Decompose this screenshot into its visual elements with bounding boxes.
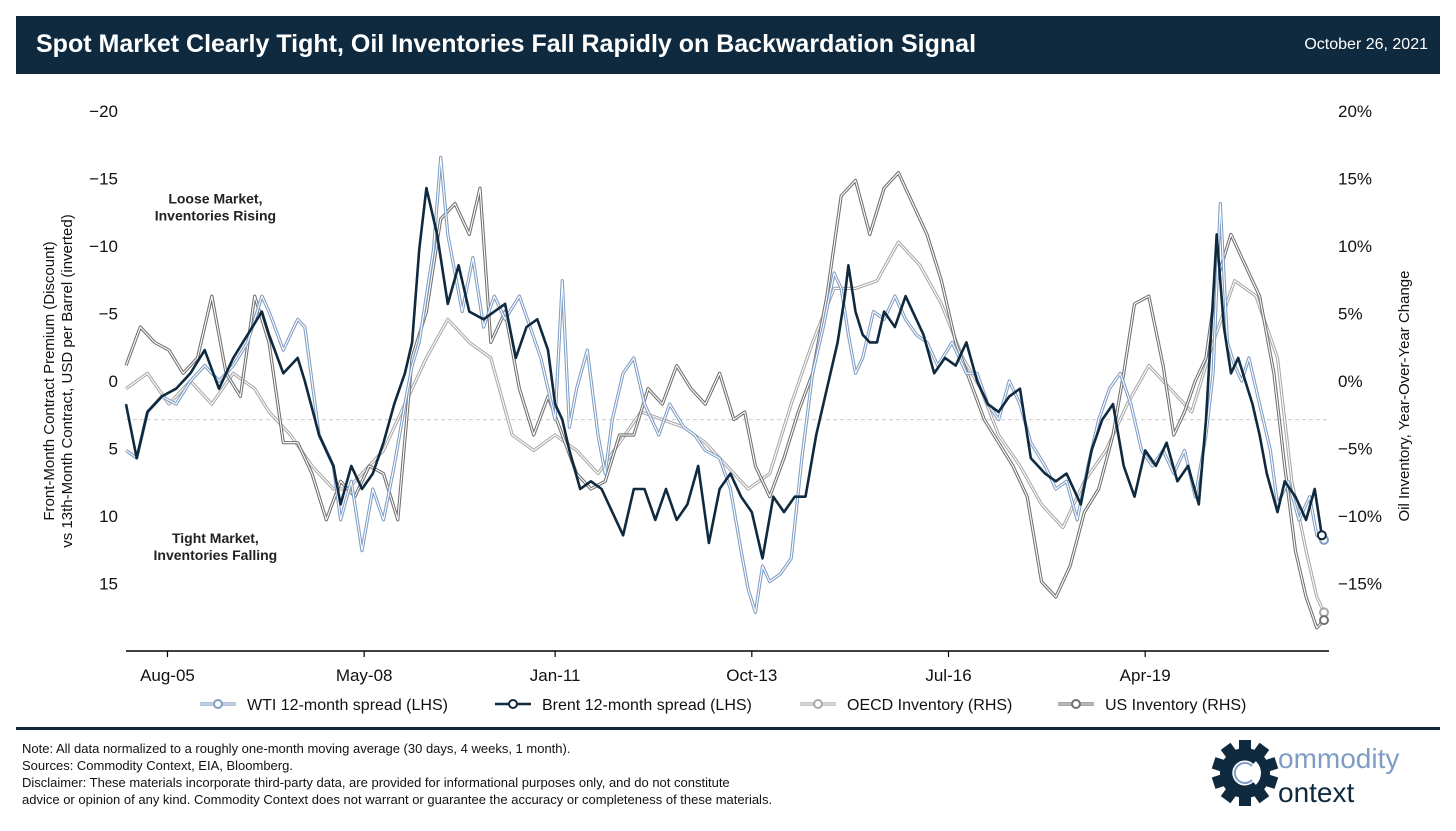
series-oecd-inventory <box>125 240 1329 618</box>
series-line-inner <box>125 172 1325 629</box>
market-annotation: Loose Market, Inventories Rising <box>155 191 276 224</box>
legend-item: WTI 12-month spread (LHS) <box>200 697 448 714</box>
chart-header: Spot Market Clearly Tight, Oil Inventori… <box>16 16 1440 74</box>
y-left-tick-label: 15 <box>99 575 118 594</box>
y-right-tick-label: 15% <box>1338 170 1372 189</box>
series-end-marker <box>1316 530 1327 541</box>
legend-label: US Inventory (RHS) <box>1105 697 1246 714</box>
legend-label: Brent 12-month spread (LHS) <box>542 697 752 714</box>
y-left-tick-label: −5 <box>99 305 118 324</box>
footer-sources: Sources: Commodity Context, EIA, Bloombe… <box>22 758 293 773</box>
y-left-tick-label: 5 <box>109 440 118 459</box>
y-left-tick-label: 10 <box>99 507 118 526</box>
y-right-tick-label: 10% <box>1338 237 1372 256</box>
y-left-tick-label: −15 <box>89 170 118 189</box>
legend-label: WTI 12-month spread (LHS) <box>247 697 448 714</box>
legend-marker <box>1071 699 1081 709</box>
y-left-tick-label: 0 <box>109 372 118 391</box>
y-right-tick-label: −5% <box>1338 440 1373 459</box>
series-end-marker <box>1318 615 1329 626</box>
chart-title: Spot Market Clearly Tight, Oil Inventori… <box>36 30 977 58</box>
y-axis-right-label: Oil Inventory, Year-Over-Year Change <box>1396 271 1413 522</box>
y-left-tick-label: −10 <box>89 237 118 256</box>
gear-icon <box>1211 740 1279 806</box>
series-line-inner <box>125 241 1325 613</box>
y-right-tick-label: 20% <box>1338 102 1372 121</box>
x-tick-label: Jan-11 <box>530 666 581 685</box>
series-line-inner <box>125 156 1325 613</box>
x-tick-label: Apr-19 <box>1120 666 1171 685</box>
footer-disclaimer-line2: advice or opinion of any kind. Commodity… <box>22 792 773 807</box>
legend-marker <box>813 699 823 709</box>
footer-divider <box>16 727 1440 730</box>
series-us-inventory <box>124 171 1329 630</box>
y-axis-left-label: Front-Month Contract Premium (Discount)v… <box>41 214 76 547</box>
y-right-tick-label: −15% <box>1338 575 1382 594</box>
logo-word-context: ontext <box>1278 777 1354 808</box>
series-brent-12-month-spread <box>124 186 1327 560</box>
commodity-context-logo: ommodity ontext <box>1211 740 1399 808</box>
footer-notes: Note: All data normalized to a roughly o… <box>22 740 772 808</box>
x-tick-label: Oct-13 <box>726 666 777 685</box>
y-right-tick-label: 5% <box>1338 305 1363 324</box>
footer-note: Note: All data normalized to a roughly o… <box>22 741 571 756</box>
legend-marker <box>508 699 518 709</box>
series-line-outer <box>124 171 1326 630</box>
series-line <box>124 186 1324 560</box>
logo-word-commodity: ommodity <box>1278 743 1399 774</box>
market-annotation: Tight Market, Inventories Falling <box>154 530 278 563</box>
legend-marker <box>213 699 223 709</box>
legend-label: OECD Inventory (RHS) <box>847 697 1012 714</box>
x-tick-label: Aug-05 <box>140 666 195 685</box>
x-tick-label: May-08 <box>336 666 393 685</box>
y-right-tick-label: 0% <box>1338 372 1363 391</box>
y-right-tick-label: −10% <box>1338 507 1382 526</box>
y-left-tick-label: −20 <box>89 102 118 121</box>
legend-item: Brent 12-month spread (LHS) <box>495 697 752 714</box>
legend-item: OECD Inventory (RHS) <box>800 697 1012 714</box>
x-tick-label: Jul-16 <box>925 666 971 685</box>
chart-svg: Aug-05 May-08 Jan-11 Oct-13 Jul-16 Apr-19 −20 −… <box>41 102 1413 714</box>
footer-disclaimer-line1: Disclaimer: These materials incorporate … <box>22 775 730 790</box>
chart-date: October 26, 2021 <box>1304 36 1428 53</box>
legend-item: US Inventory (RHS) <box>1058 697 1246 714</box>
